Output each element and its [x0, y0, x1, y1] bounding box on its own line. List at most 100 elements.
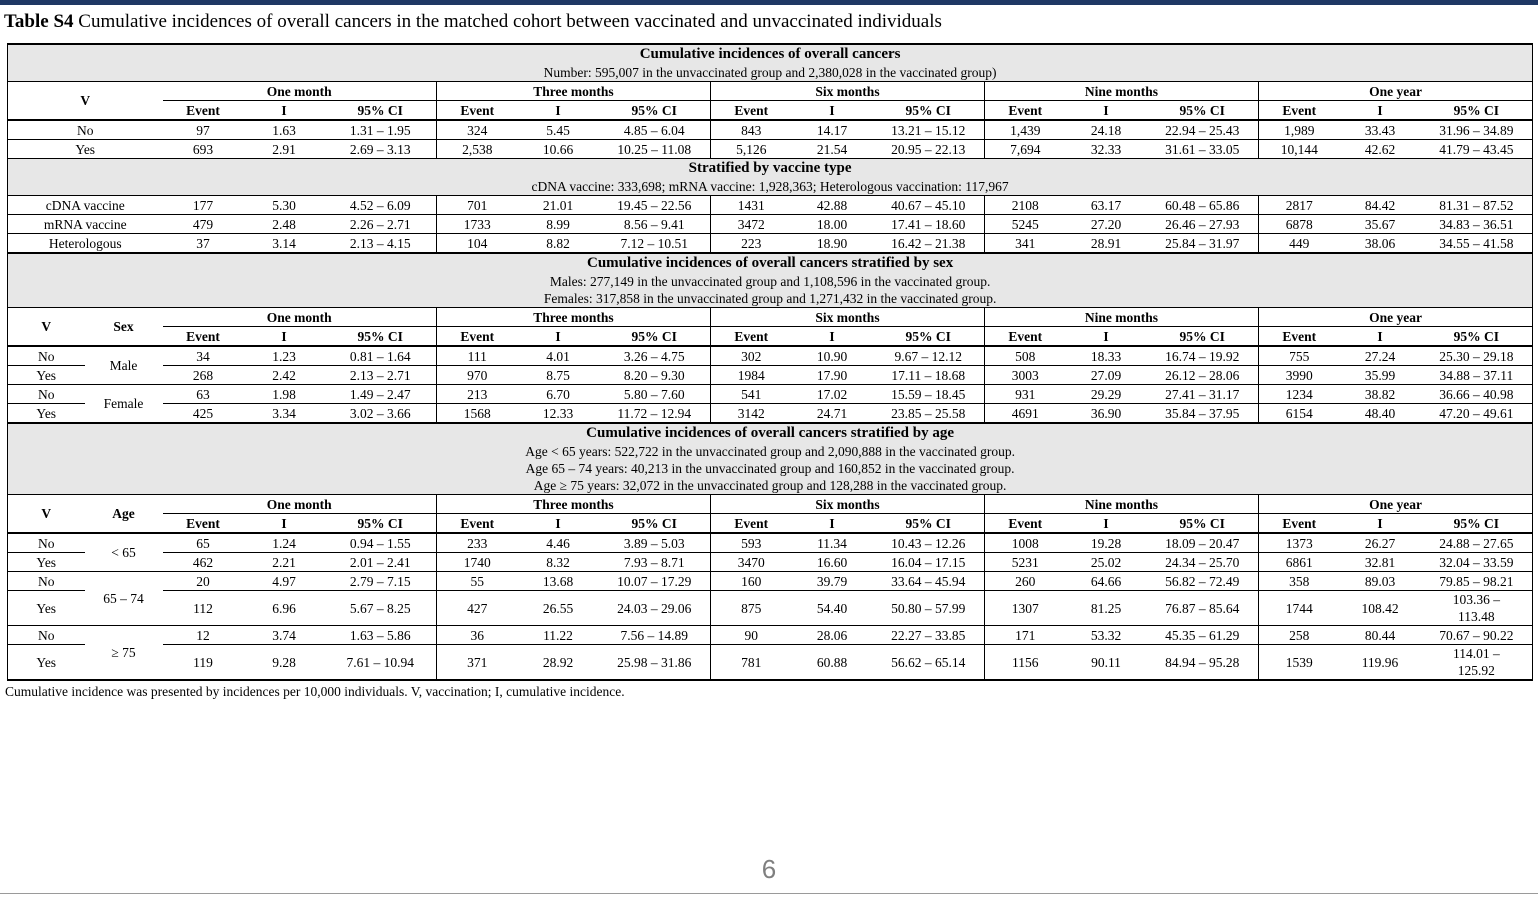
data-cell: 843 [710, 120, 792, 140]
data-cell: 302 [710, 346, 792, 366]
col-subheader: Event [1258, 513, 1340, 534]
data-cell: 15.59 – 18.45 [872, 384, 985, 404]
data-cell: 5.30 [243, 195, 325, 215]
section-band-row: Cumulative incidences of overall cancers… [7, 252, 1533, 308]
data-cell: 40.67 – 45.10 [872, 195, 985, 215]
col-subheader: 95% CI [1146, 513, 1259, 534]
data-cell: 36 [436, 625, 518, 645]
col-subheader: Event [710, 326, 792, 347]
data-cell: 32.04 – 33.59 [1420, 552, 1533, 572]
col-header-period: Three months [436, 494, 711, 514]
data-cell: 5.80 – 7.60 [598, 384, 711, 404]
data-cell: 16.60 [791, 552, 873, 572]
data-cell: 16.74 – 19.92 [1146, 346, 1259, 366]
table-row: No Female 63 1.98 1.49 – 2.47 213 6.70 5.80 – 7… [7, 384, 1533, 424]
col-header-period: Nine months [984, 307, 1259, 327]
data-cell: 223 [710, 233, 792, 254]
section-subtitle: Age ≥ 75 years: 32,072 in the unvaccinat… [533, 478, 1007, 493]
data-cell: 171 [984, 625, 1066, 645]
section-title: Cumulative incidences of overall cancers… [587, 255, 954, 271]
data-cell: 12 [162, 625, 244, 645]
data-cell: 7.61 – 10.94 [324, 644, 437, 681]
data-cell: 26.12 – 28.06 [1146, 365, 1259, 385]
data-cell: 97 [162, 120, 244, 140]
data-cell: 39.79 [791, 571, 873, 591]
col-subheader: Event [436, 100, 518, 121]
section-band-row: Cumulative incidences of overall cancers… [7, 43, 1533, 82]
header-row-groups: V One month Three months Six months Nine mon… [7, 81, 1533, 121]
data-cell: 65 [162, 533, 244, 553]
data-cell: 8.75 [517, 365, 599, 385]
data-cell: 8.99 [517, 214, 599, 234]
data-cell: 55 [436, 571, 518, 591]
row-label-v: Yes [7, 403, 85, 424]
data-cell: 20 [162, 571, 244, 591]
table-row: No 97 1.63 1.31 – 1.95 324 5.45 4.85 – 6.04 843… [7, 120, 1533, 140]
data-cell: 119 [162, 644, 244, 681]
data-cell: 24.88 – 27.65 [1420, 533, 1533, 553]
row-label-v: No [7, 625, 85, 645]
section-band: Cumulative incidences of overall cancers… [7, 43, 1533, 82]
table-row: Yes 268 2.42 2.13 – 2.71 970 8.75 8.20 – 9.30 1… [7, 365, 1533, 385]
data-cell: 84.94 – 95.28 [1146, 644, 1259, 681]
data-cell: 20.95 – 22.13 [872, 139, 985, 159]
col-subheader: 95% CI [1420, 513, 1533, 534]
data-cell: 90 [710, 625, 792, 645]
col-header-stratum: Age [84, 494, 163, 534]
col-subheader: 95% CI [872, 326, 985, 347]
col-header-v: V [7, 494, 85, 534]
data-cell: 3.74 [243, 625, 325, 645]
data-cell: 1740 [436, 552, 518, 572]
data-cell: 1568 [436, 403, 518, 424]
data-cell: 2.01 – 2.41 [324, 552, 437, 572]
row-label-v: No [7, 346, 85, 366]
data-cell: 12.33 [517, 403, 599, 424]
data-cell: 41.79 – 43.45 [1420, 139, 1533, 159]
data-cell: 541 [710, 384, 792, 404]
row-group-label: < 65 [84, 533, 163, 572]
section-title: Stratified by vaccine type [688, 160, 852, 176]
section-subtitle: Males: 277,149 in the unvaccinated group… [549, 274, 991, 289]
data-cell: 48.40 [1339, 403, 1421, 424]
col-subheader: I [243, 100, 325, 121]
data-cell: 111 [436, 346, 518, 366]
data-cell: 8.32 [517, 552, 599, 572]
col-subheader: Event [162, 326, 244, 347]
data-cell: 26.55 [517, 590, 599, 626]
col-subheader: I [1065, 326, 1147, 347]
col-subheader: I [1339, 513, 1421, 534]
section-band: Stratified by vaccine type cDNA vaccine: … [7, 158, 1533, 196]
col-subheader: Event [984, 513, 1066, 534]
data-cell: 2108 [984, 195, 1066, 215]
header-row-subcolumns: Event I 95% CI Event I 95% CI Event I 95% CI Even… [8, 513, 1533, 534]
data-cell: 56.82 – 72.49 [1146, 571, 1259, 591]
data-cell: 260 [984, 571, 1066, 591]
data-cell: 63 [162, 384, 244, 404]
row-label: Yes [7, 139, 163, 159]
col-subheader: 95% CI [324, 100, 437, 121]
data-cell: 22.94 – 25.43 [1146, 120, 1259, 140]
data-cell: 16.42 – 21.38 [872, 233, 985, 254]
row-group-label: Female [84, 384, 163, 424]
data-cell: 5,126 [710, 139, 792, 159]
col-subheader: Event [162, 513, 244, 534]
data-cell: 781 [710, 644, 792, 681]
section-title: Cumulative incidences of overall cancers [639, 46, 901, 62]
header-row-groups: V Age One month Three months Six months Nine … [7, 494, 1533, 534]
data-cell: 34 [162, 346, 244, 366]
data-cell: 21.01 [517, 195, 599, 215]
col-header-period: Nine months [984, 81, 1259, 101]
table-row: Yes 112 6.96 5.67 – 8.25 427 26.55 24.03 – 29.… [7, 590, 1533, 626]
data-cell: 8.56 – 9.41 [598, 214, 711, 234]
data-cell: 6.96 [243, 590, 325, 626]
col-subheader: 95% CI [324, 513, 437, 534]
col-header-stratum: Sex [84, 307, 163, 347]
data-cell: 10.66 [517, 139, 599, 159]
data-cell: 0.81 – 1.64 [324, 346, 437, 366]
row-label: Heterologous [7, 233, 163, 254]
data-cell: 324 [436, 120, 518, 140]
data-cell: 701 [436, 195, 518, 215]
table-row: Heterologous 37 3.14 2.13 – 4.15 104 8.82 7.12… [7, 233, 1533, 254]
row-label-v: No [7, 384, 85, 404]
